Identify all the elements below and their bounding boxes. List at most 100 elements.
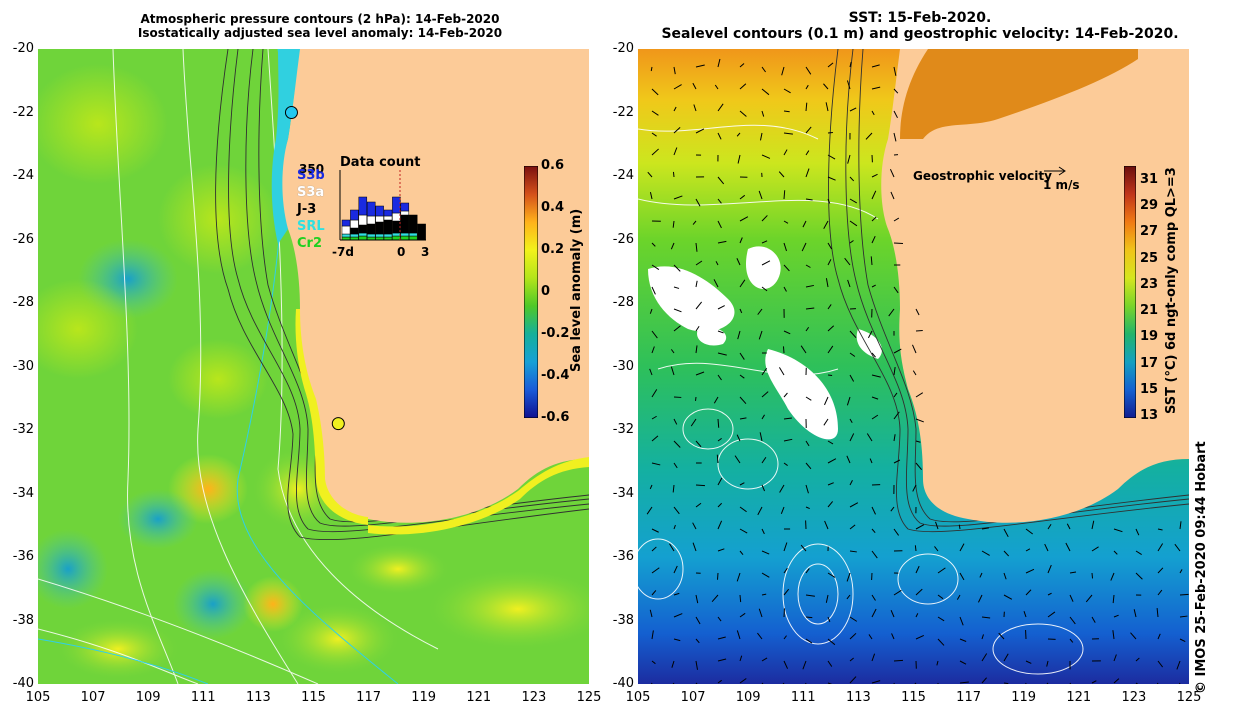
velocity-arrow — [805, 66, 812, 75]
velocity-arrow — [805, 396, 812, 401]
velocity-arrow — [695, 301, 703, 310]
velocity-arrow — [672, 484, 675, 493]
velocity-arrow — [673, 106, 677, 112]
velocity-arrow — [761, 593, 767, 596]
velocity-arrow — [827, 660, 833, 667]
velocity-arrow — [849, 198, 858, 204]
velocity-arrow — [737, 330, 741, 340]
velocity-arrow — [783, 417, 792, 420]
velocity-arrow — [673, 325, 681, 332]
velocity-arrow — [981, 653, 988, 662]
velocity-arrow — [739, 506, 747, 513]
velocity-arrow — [959, 660, 967, 665]
velocity-arrow — [914, 682, 917, 684]
velocity-arrow — [871, 284, 876, 288]
velocity-arrow — [1113, 678, 1120, 684]
velocity-arrow — [761, 215, 768, 222]
velocity-arrow — [849, 374, 855, 382]
velocity-arrow — [673, 565, 678, 574]
velocity-arrow — [761, 657, 768, 662]
colorbar-tick-label: 15 — [1140, 381, 1159, 397]
velocity-arrow — [869, 458, 873, 464]
velocity-arrow — [717, 352, 727, 356]
velocity-arrow — [849, 550, 857, 553]
velocity-arrow — [716, 454, 719, 464]
velocity-arrow — [1113, 528, 1123, 533]
velocity-arrow — [981, 634, 984, 640]
velocity-arrow — [956, 594, 961, 600]
velocity-arrow — [871, 680, 881, 684]
velocity-arrow — [646, 506, 653, 515]
velocity-arrow — [1066, 523, 1071, 530]
satellite-label: Cr2 — [297, 236, 322, 251]
lon-tick-label: 123 — [521, 690, 547, 705]
lon-tick-label: 109 — [135, 690, 161, 705]
histogram-bar-segment — [400, 214, 410, 234]
velocity-arrow — [695, 345, 698, 354]
velocity-arrow — [673, 418, 678, 425]
velocity-arrow — [739, 678, 747, 684]
velocity-arrow — [780, 506, 785, 515]
lon-tick-label: 121 — [1066, 690, 1092, 705]
velocity-arrow — [1003, 653, 1009, 662]
velocity-arrow — [825, 594, 829, 603]
lon-tick-label: 115 — [301, 690, 326, 705]
lat-tick-label: -32 — [12, 422, 34, 437]
histogram-bar-segment — [341, 219, 351, 227]
histogram-bar-segment — [392, 196, 401, 214]
lat-tick-label: -38 — [612, 612, 634, 628]
lon-tick-label: 119 — [1011, 690, 1037, 705]
lat-tick-label: -24 — [12, 168, 34, 183]
velocity-arrow — [827, 682, 833, 684]
velocity-arrow — [761, 367, 768, 376]
velocity-arrow — [959, 616, 964, 626]
velocity-arrow — [1179, 593, 1189, 596]
velocity-arrow — [805, 506, 810, 510]
velocity-arrow — [1069, 594, 1074, 602]
lat-tick-label: -26 — [12, 231, 34, 247]
velocity-arrow — [739, 216, 749, 222]
histogram-bar-segment — [400, 235, 410, 241]
velocity-arrow — [693, 104, 697, 112]
velocity-arrow — [871, 528, 876, 534]
velocity-arrow — [871, 653, 876, 662]
velocity-arrow — [849, 502, 859, 508]
velocity-arrow — [758, 190, 763, 200]
velocity-arrow — [695, 682, 698, 684]
velocity-arrow — [1110, 572, 1115, 581]
velocity-arrow — [651, 286, 656, 295]
right-title-line1: SST: 15-Feb-2020. — [848, 10, 992, 26]
velocity-arrow — [888, 308, 895, 317]
velocity-arrow — [783, 190, 786, 200]
velocity-arrow — [673, 462, 678, 469]
velocity-arrow — [935, 521, 939, 530]
left-title-line1: Atmospheric pressure contours (2 hPa): 1… — [140, 12, 500, 26]
velocity-arrow — [717, 330, 724, 334]
colorbar-tick-label: 27 — [1140, 224, 1159, 240]
histogram-bar-segment — [408, 232, 418, 237]
histogram-bar-segment — [408, 235, 418, 241]
velocity-arrow — [1157, 660, 1164, 668]
velocity-arrow — [1069, 616, 1076, 625]
velocity-arrow — [761, 391, 769, 398]
velocity-arrow — [915, 588, 923, 596]
velocity-arrow — [651, 346, 655, 354]
sst-nw-warm-coast — [900, 49, 1138, 139]
velocity-arrow — [1047, 592, 1052, 596]
velocity-arrow — [827, 374, 833, 377]
velocity-arrow — [827, 638, 836, 646]
velocity-arrow — [914, 545, 917, 552]
velocity-arrow — [958, 524, 961, 530]
colorbar-tick-label: 17 — [1140, 355, 1159, 371]
velocity-arrow — [758, 608, 763, 618]
velocity-arrow — [805, 616, 813, 619]
velocity-arrow — [825, 278, 829, 288]
velocity-arrow — [805, 198, 813, 201]
histogram-bar-segment — [375, 215, 384, 223]
colorbar-tick-label: 0 — [541, 284, 551, 299]
velocity-arrow — [805, 126, 812, 134]
velocity-arrow — [915, 613, 919, 618]
velocity-arrow — [717, 240, 727, 244]
lat-tick-label: -22 — [12, 104, 34, 120]
velocity-arrow — [717, 636, 726, 640]
